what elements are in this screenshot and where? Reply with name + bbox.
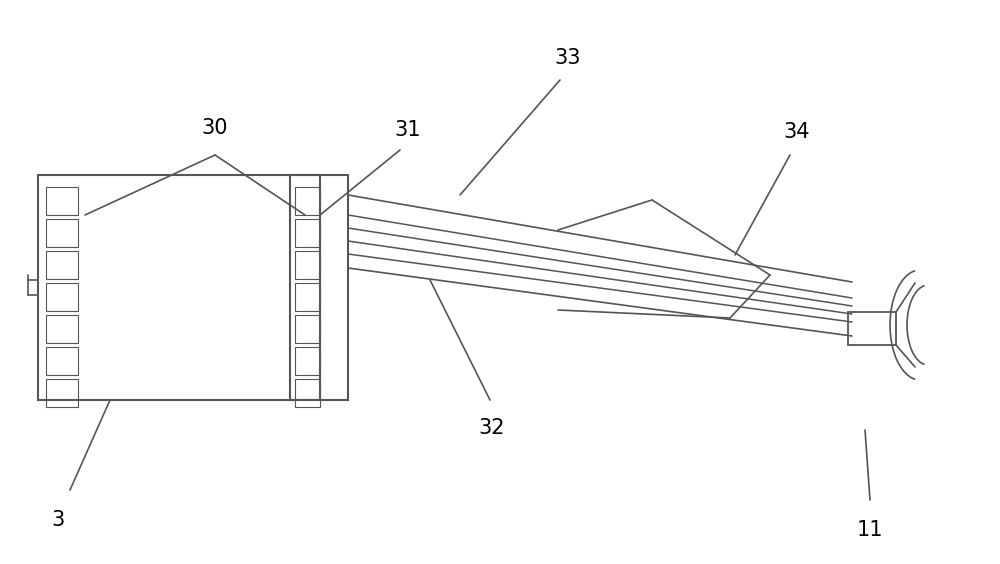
- Bar: [295, 283, 320, 311]
- Bar: [38, 175, 320, 400]
- Text: 30: 30: [202, 118, 228, 138]
- Bar: [295, 315, 320, 343]
- Text: 33: 33: [555, 48, 581, 68]
- Text: 34: 34: [784, 122, 810, 142]
- Bar: [290, 175, 348, 400]
- Bar: [46, 251, 78, 279]
- Text: 31: 31: [395, 120, 421, 140]
- Bar: [848, 312, 896, 345]
- Bar: [46, 187, 78, 215]
- Bar: [46, 347, 78, 375]
- Bar: [295, 379, 320, 407]
- Bar: [46, 219, 78, 247]
- Bar: [46, 315, 78, 343]
- Text: 32: 32: [479, 418, 505, 438]
- Bar: [295, 251, 320, 279]
- Bar: [46, 283, 78, 311]
- Text: 3: 3: [51, 510, 65, 530]
- Bar: [295, 219, 320, 247]
- Bar: [46, 379, 78, 407]
- Bar: [295, 187, 320, 215]
- Bar: [295, 347, 320, 375]
- Text: 11: 11: [857, 520, 883, 540]
